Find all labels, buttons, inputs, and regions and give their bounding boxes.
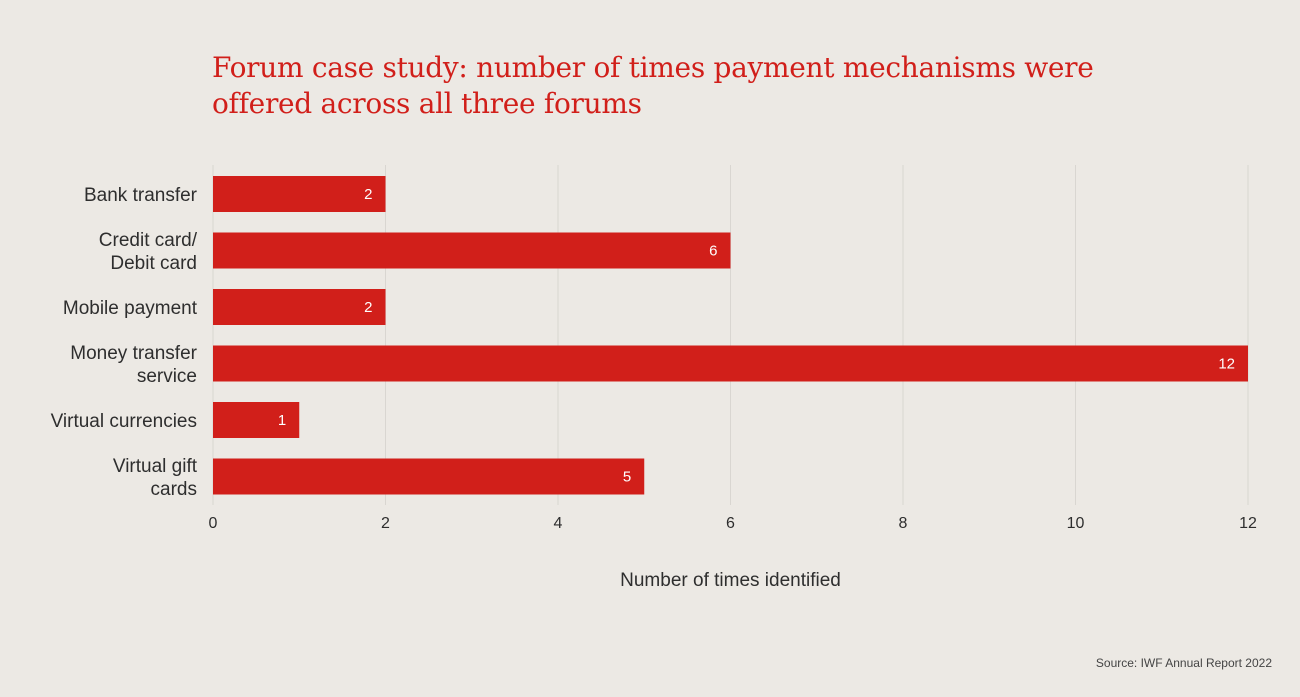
bar-value-label: 1 (278, 412, 286, 429)
category-label: Money transfer service (70, 343, 197, 387)
grid-lines (212, 165, 1249, 505)
source-note: Source: IWF Annual Report 2022 (1095, 656, 1272, 670)
category-label: Bank transfer (84, 185, 198, 206)
x-tick-label: 0 (209, 515, 218, 532)
bars: 2 6 2 12 1 5 (213, 176, 1248, 495)
category-label-line: service (137, 366, 197, 387)
x-tick-label: 10 (1067, 515, 1085, 532)
category-label-line: Bank transfer (84, 185, 198, 206)
x-axis-title: Number of times identified (620, 570, 841, 591)
category-labels: Bank transfer Credit card/Debit card Mobil… (51, 185, 198, 500)
chart-title: Forum case study: number of times paymen… (212, 50, 1212, 122)
category-label-line: Credit card/ (99, 230, 198, 251)
bar-value-label: 12 (1218, 356, 1235, 373)
category-label-line: Debit card (110, 253, 197, 274)
chart-title-line-1: Forum case study: number of times paymen… (212, 51, 1094, 84)
x-tick-label: 4 (554, 515, 563, 532)
x-tick-labels: 0 2 4 6 8 10 12 (209, 515, 1257, 532)
category-label: Credit card/Debit card (99, 230, 198, 274)
bar (213, 289, 386, 325)
category-label-line: Virtual gift (113, 456, 198, 477)
bar (213, 402, 300, 438)
category-label-line: Mobile payment (63, 298, 198, 319)
category-label: Virtual currencies (51, 411, 197, 432)
category-label-line: Money transfer (70, 343, 197, 364)
bar-value-label: 5 (623, 469, 631, 486)
bar (213, 458, 645, 495)
x-tick-label: 2 (381, 515, 390, 532)
bar-value-label: 2 (364, 186, 372, 203)
chart-title-line-2: offered across all three forums (212, 87, 642, 120)
category-label-line: Virtual currencies (51, 411, 197, 432)
category-label: Mobile payment (63, 298, 198, 319)
x-tick-label: 8 (899, 515, 908, 532)
bar (213, 232, 731, 269)
category-label: Virtual gift cards (113, 456, 198, 500)
category-label-line: cards (151, 479, 197, 500)
x-tick-label: 6 (726, 515, 735, 532)
bar-value-label: 6 (709, 243, 717, 260)
x-tick-label: 12 (1239, 515, 1257, 532)
bar-value-label: 2 (364, 299, 372, 316)
bar (213, 345, 1248, 382)
bar (213, 176, 386, 212)
